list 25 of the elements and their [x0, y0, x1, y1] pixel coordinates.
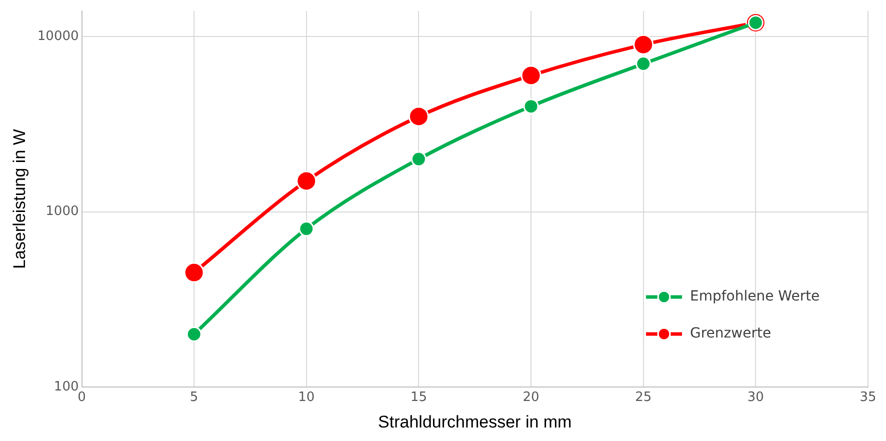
x-tick-label: 5: [190, 390, 198, 406]
point: [520, 65, 542, 86]
point: [523, 98, 539, 114]
x-tick-label: 25: [635, 390, 652, 406]
x-axis-title: Strahldurchmesser in mm: [378, 412, 572, 432]
point: [296, 170, 317, 192]
x-tick-label: 10: [298, 390, 315, 406]
x-tick-label: 20: [522, 390, 540, 406]
point: [408, 106, 429, 127]
point: [633, 34, 654, 55]
legend-label: Empfohlene Werte: [690, 288, 820, 305]
y-axis-title: Laserleistung in W: [10, 129, 29, 269]
x-tick-label: 30: [747, 390, 764, 406]
point: [410, 151, 426, 167]
x-tick-label: 0: [78, 390, 86, 406]
x-tick-label: 15: [410, 390, 427, 406]
y-tick-label: 100: [54, 379, 79, 394]
y-tick-label: 10000: [37, 28, 79, 44]
point: [636, 56, 652, 72]
point: [184, 262, 204, 283]
x-tick-label: 35: [860, 390, 876, 406]
legend-label: Grenzwerte: [690, 326, 772, 342]
point: [186, 326, 202, 342]
point: [298, 221, 314, 237]
y-tick-label: 1000: [46, 204, 79, 220]
